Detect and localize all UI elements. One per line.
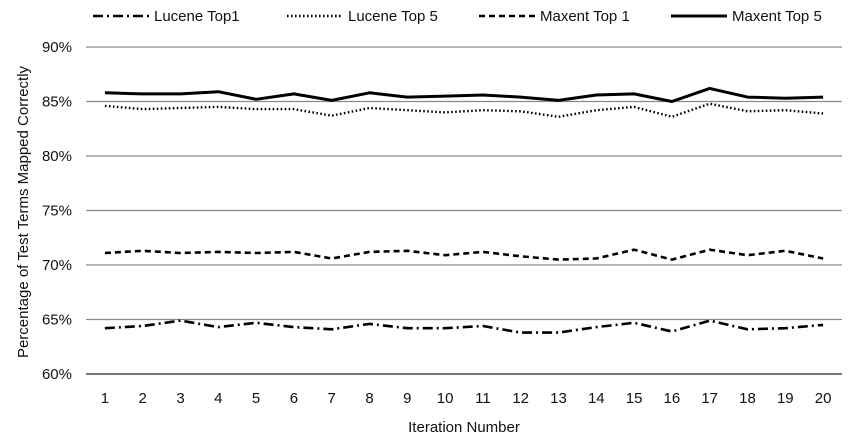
x-tick-label: 4 bbox=[214, 390, 222, 407]
y-axis-tick-labels: 60% 65% 70% 75% 80% 85% 90% bbox=[42, 39, 72, 383]
x-tick-label: 16 bbox=[664, 390, 681, 407]
x-tick-label: 5 bbox=[252, 390, 260, 407]
y-tick-label: 90% bbox=[42, 39, 72, 56]
x-tick-label: 13 bbox=[550, 390, 567, 407]
y-tick-label: 75% bbox=[42, 203, 72, 220]
y-tick-label: 80% bbox=[42, 148, 72, 165]
y-tick-label: 60% bbox=[42, 366, 72, 383]
series-line bbox=[104, 102, 824, 119]
x-tick-label: 3 bbox=[176, 390, 184, 407]
x-tick-label: 18 bbox=[739, 390, 756, 407]
legend-label: Lucene Top1 bbox=[154, 8, 240, 25]
legend-label: Maxent Top 5 bbox=[732, 8, 822, 25]
x-axis-tick-labels: 1 2 3 4 5 6 7 8 9 10 11 12 13 14 15 16 17 18 19 20 bbox=[101, 390, 832, 407]
series-line bbox=[104, 248, 824, 261]
x-tick-label: 17 bbox=[701, 390, 718, 407]
y-tick-label: 65% bbox=[42, 312, 72, 329]
x-tick-label: 8 bbox=[365, 390, 373, 407]
series-line bbox=[104, 86, 824, 103]
legend-label: Lucene Top 5 bbox=[348, 8, 438, 25]
x-tick-label: 6 bbox=[290, 390, 298, 407]
y-tick-label: 85% bbox=[42, 94, 72, 111]
x-tick-label: 1 bbox=[101, 390, 109, 407]
x-tick-label: 19 bbox=[777, 390, 794, 407]
x-tick-label: 7 bbox=[328, 390, 336, 407]
legend-label: Maxent Top 1 bbox=[540, 8, 630, 25]
gridlines bbox=[86, 46, 842, 375]
series-lines bbox=[104, 86, 824, 334]
x-tick-label: 10 bbox=[437, 390, 454, 407]
y-tick-label: 70% bbox=[42, 257, 72, 274]
legend: Lucene Top1 Lucene Top 5 Maxent Top 1 Maxen… bbox=[93, 8, 822, 25]
y-axis-title: Percentage of Test Terms Mapped Correctl… bbox=[15, 65, 32, 358]
x-tick-label: 20 bbox=[815, 390, 832, 407]
series-line bbox=[104, 319, 824, 334]
x-axis-title: Iteration Number bbox=[408, 419, 520, 435]
x-tick-label: 2 bbox=[139, 390, 147, 407]
x-tick-label: 14 bbox=[588, 390, 605, 407]
x-tick-label: 15 bbox=[626, 390, 643, 407]
x-tick-label: 11 bbox=[475, 390, 491, 407]
x-tick-label: 12 bbox=[512, 390, 529, 407]
x-tick-label: 9 bbox=[403, 390, 411, 407]
